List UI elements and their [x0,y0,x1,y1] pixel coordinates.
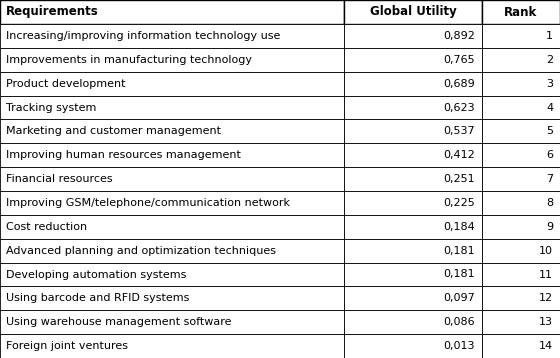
Bar [482,96,560,120]
Text: 5: 5 [546,126,553,136]
Bar [482,215,560,239]
Text: 0,412: 0,412 [443,150,475,160]
Text: 0,184: 0,184 [443,222,475,232]
Text: 8: 8 [546,198,553,208]
Text: 2: 2 [546,55,553,65]
Bar [0,120,344,143]
Text: Global Utility: Global Utility [370,5,456,19]
Bar [482,239,560,262]
Bar [344,286,482,310]
Text: 12: 12 [539,293,553,303]
Text: Marketing and customer management: Marketing and customer management [6,126,221,136]
Bar [344,191,482,215]
Bar [482,286,560,310]
Bar [0,215,344,239]
Text: Foreign joint ventures: Foreign joint ventures [6,341,128,351]
Text: Tracking system: Tracking system [6,102,96,112]
Text: 0,013: 0,013 [444,341,475,351]
Text: Rank: Rank [504,5,538,19]
Bar [344,167,482,191]
Bar [482,48,560,72]
Bar [482,262,560,286]
Text: 0,689: 0,689 [443,79,475,89]
Text: 0,181: 0,181 [444,270,475,280]
Text: Using barcode and RFID systems: Using barcode and RFID systems [6,293,189,303]
Bar [344,120,482,143]
Bar [344,262,482,286]
Text: 0,181: 0,181 [444,246,475,256]
Text: 0,892: 0,892 [443,31,475,41]
Bar [0,334,344,358]
Bar [482,310,560,334]
Text: 0,086: 0,086 [444,317,475,327]
Bar [344,72,482,96]
Bar [344,96,482,120]
Text: 3: 3 [546,79,553,89]
Bar [344,215,482,239]
Bar [344,310,482,334]
Text: 7: 7 [546,174,553,184]
Text: Increasing/improving information technology use: Increasing/improving information technol… [6,31,280,41]
Bar [0,191,344,215]
Bar [0,239,344,262]
Text: 13: 13 [539,317,553,327]
Bar [344,239,482,262]
Text: 0,765: 0,765 [444,55,475,65]
Text: Product development: Product development [6,79,125,89]
Text: Developing automation systems: Developing automation systems [6,270,186,280]
Bar [0,0,344,24]
Bar [344,334,482,358]
Bar [0,286,344,310]
Bar [482,0,560,24]
Bar [482,334,560,358]
Text: Improving GSM/telephone/communication network: Improving GSM/telephone/communication ne… [6,198,290,208]
Text: 0,225: 0,225 [443,198,475,208]
Text: 4: 4 [546,102,553,112]
Bar [482,24,560,48]
Text: Advanced planning and optimization techniques: Advanced planning and optimization techn… [6,246,276,256]
Bar [0,48,344,72]
Text: 10: 10 [539,246,553,256]
Bar [482,120,560,143]
Bar [0,72,344,96]
Bar [0,310,344,334]
Bar [482,72,560,96]
Text: Financial resources: Financial resources [6,174,112,184]
Text: Cost reduction: Cost reduction [6,222,87,232]
Bar [344,143,482,167]
Bar [344,0,482,24]
Text: 9: 9 [546,222,553,232]
Text: 0,537: 0,537 [444,126,475,136]
Bar [344,48,482,72]
Text: Improvements in manufacturing technology: Improvements in manufacturing technology [6,55,251,65]
Bar [0,143,344,167]
Text: Requirements: Requirements [6,5,99,19]
Bar [482,143,560,167]
Bar [482,167,560,191]
Text: 14: 14 [539,341,553,351]
Bar [0,167,344,191]
Text: 11: 11 [539,270,553,280]
Bar [344,24,482,48]
Bar [0,24,344,48]
Text: 0,623: 0,623 [444,102,475,112]
Text: 1: 1 [546,31,553,41]
Text: 0,097: 0,097 [443,293,475,303]
Text: 0,251: 0,251 [444,174,475,184]
Bar [482,191,560,215]
Bar [0,96,344,120]
Text: Using warehouse management software: Using warehouse management software [6,317,231,327]
Text: 6: 6 [546,150,553,160]
Bar [0,262,344,286]
Text: Improving human resources management: Improving human resources management [6,150,240,160]
